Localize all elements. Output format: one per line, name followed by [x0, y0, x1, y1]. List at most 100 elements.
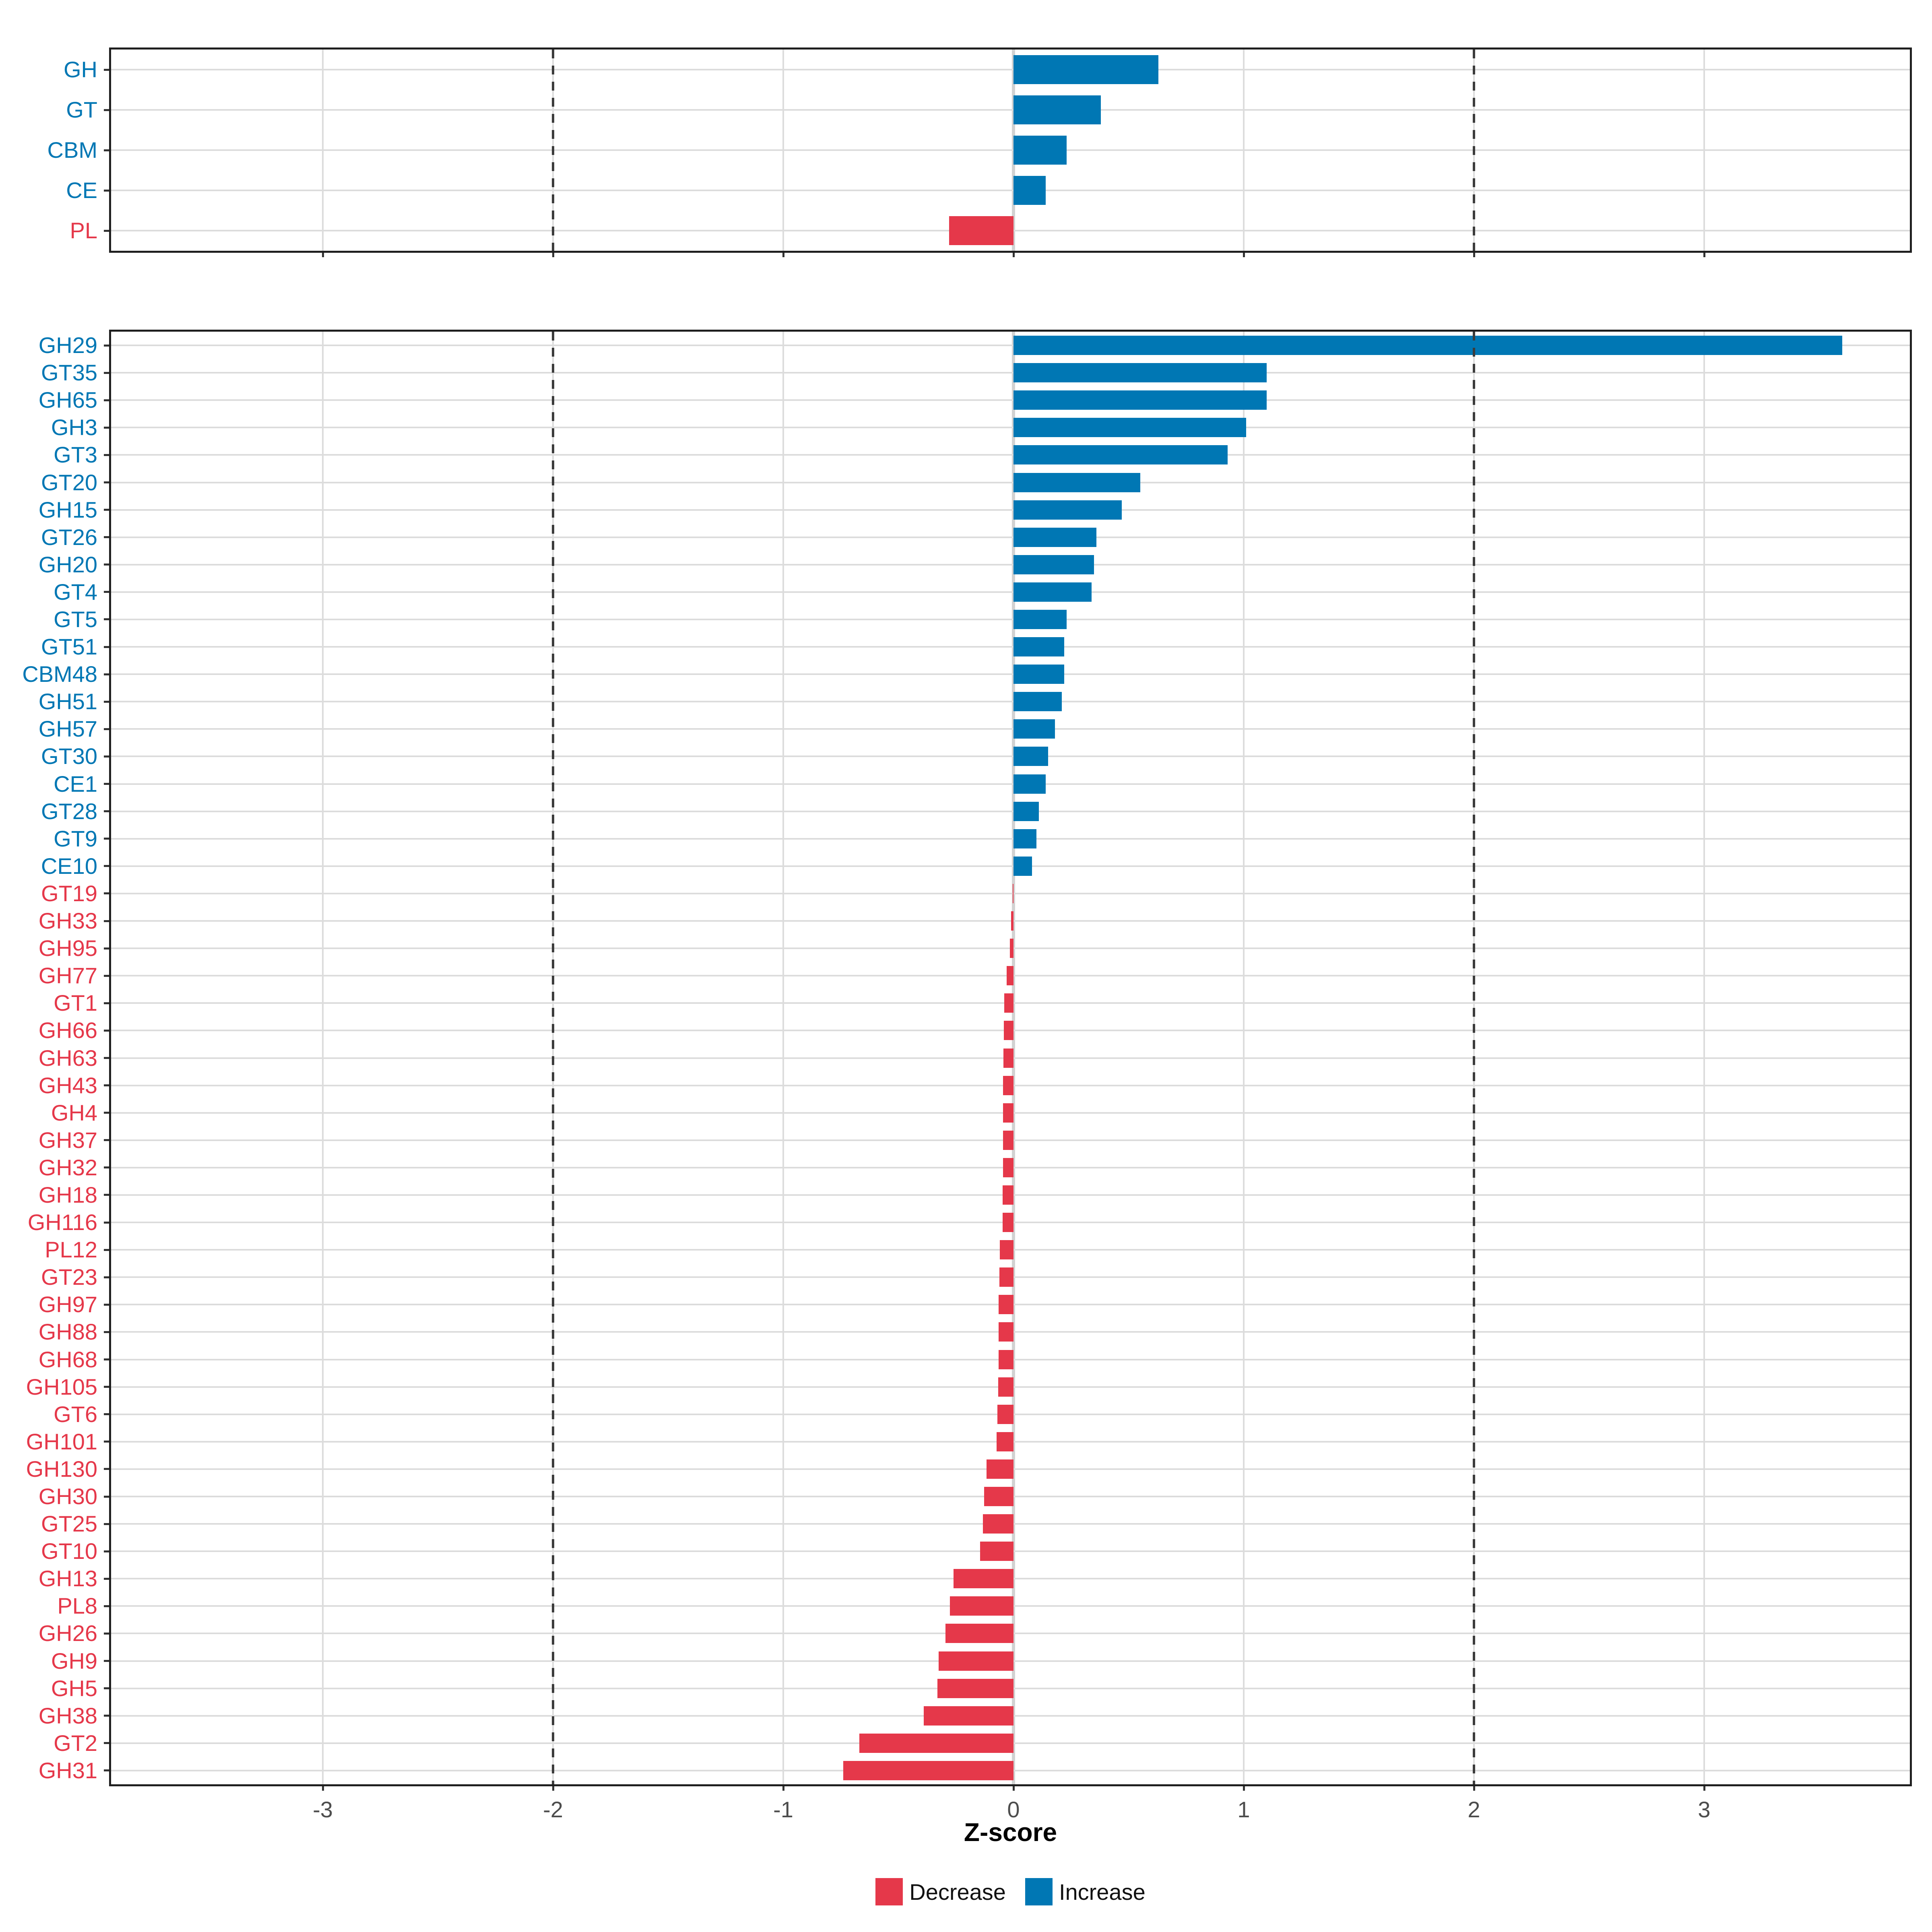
bar-GT20: [1013, 473, 1140, 492]
y-tick-GT5: [104, 618, 110, 621]
category-label-GH95: GH95: [38, 935, 97, 961]
x-tick-1: [1243, 1784, 1245, 1791]
x-tick--3: [322, 1784, 324, 1791]
category-label-GT51: GT51: [41, 634, 97, 660]
x-tick-1: [1243, 251, 1245, 257]
x-tick-label-0: 0: [1007, 1797, 1020, 1822]
category-label-GT20: GT20: [41, 469, 97, 495]
y-tick-CE: [104, 189, 110, 192]
category-label-CE10: CE10: [41, 853, 97, 879]
gridline-row: [111, 591, 1910, 593]
y-tick-GT2: [104, 1742, 110, 1744]
category-label-GT28: GT28: [41, 798, 97, 824]
y-tick-GH37: [104, 1139, 110, 1141]
y-tick-GT: [104, 109, 110, 111]
category-label-GH31: GH31: [38, 1757, 97, 1783]
y-tick-GH: [104, 68, 110, 71]
x-tick-0: [1012, 251, 1015, 257]
legend-swatch-increase: [1025, 1878, 1053, 1905]
bar-GT23: [999, 1267, 1013, 1287]
x-tick--2: [552, 1784, 554, 1791]
x-tick-0: [1012, 1784, 1015, 1791]
category-label-GT6: GT6: [54, 1401, 97, 1427]
dashed-reference-line--2: [552, 332, 554, 1784]
category-label-CBM48: CBM48: [22, 661, 97, 687]
category-label-GH65: GH65: [38, 387, 97, 413]
y-tick-GT19: [104, 892, 110, 895]
y-tick-GH4: [104, 1112, 110, 1114]
bar-GT9: [1013, 829, 1037, 848]
gridline-row: [111, 345, 1910, 347]
bar-GH63: [1003, 1048, 1013, 1068]
gridline-row: [111, 536, 1910, 538]
y-tick-PL12: [104, 1249, 110, 1251]
bar-CE: [1013, 176, 1046, 205]
y-tick-GH9: [104, 1660, 110, 1662]
gridline-row: [111, 427, 1910, 429]
gridline-row: [111, 618, 1910, 620]
bar-PL: [949, 216, 1013, 245]
legend-label: Decrease: [909, 1879, 1006, 1905]
y-tick-GH97: [104, 1303, 110, 1306]
bar-GT30: [1013, 747, 1048, 766]
category-label-GH38: GH38: [38, 1703, 97, 1728]
bar-GH26: [945, 1624, 1013, 1643]
legend-item-decrease: Decrease: [875, 1878, 1006, 1905]
bar-GH51: [1013, 692, 1062, 712]
legend: Decrease Increase: [111, 1874, 1910, 1910]
category-label-GH33: GH33: [38, 908, 97, 934]
category-label-GH4: GH4: [51, 1100, 97, 1125]
bar-GT: [1013, 95, 1101, 124]
bar-GT2: [859, 1733, 1013, 1753]
bar-GH13: [954, 1569, 1013, 1589]
y-tick-GT25: [104, 1523, 110, 1525]
y-tick-GH63: [104, 1057, 110, 1059]
y-tick-GT1: [104, 1002, 110, 1004]
category-label-GT30: GT30: [41, 743, 97, 769]
category-label-GH68: GH68: [38, 1346, 97, 1372]
y-tick-GH30: [104, 1495, 110, 1498]
category-label-GH97: GH97: [38, 1292, 97, 1317]
category-label-GH18: GH18: [38, 1182, 97, 1208]
category-label-GH26: GH26: [38, 1620, 97, 1646]
bar-GH130: [986, 1459, 1013, 1479]
bar-GH77: [1006, 966, 1013, 986]
bar-GH38: [923, 1706, 1013, 1726]
y-tick-GH66: [104, 1029, 110, 1032]
category-label-GH37: GH37: [38, 1127, 97, 1153]
bar-CE10: [1013, 856, 1032, 876]
category-label-GH66: GH66: [38, 1018, 97, 1043]
category-label-GH77: GH77: [38, 963, 97, 989]
panel-enzyme-subfamilies: [109, 330, 1912, 1786]
category-label-GH29: GH29: [38, 332, 97, 358]
y-tick-GH43: [104, 1084, 110, 1087]
gridline-row: [111, 701, 1910, 703]
y-tick-GT10: [104, 1550, 110, 1552]
y-tick-GH29: [104, 344, 110, 347]
x-axis-title: Z-score: [964, 1818, 1057, 1847]
bar-GT10: [980, 1542, 1013, 1561]
bar-GH105: [998, 1377, 1013, 1397]
bar-GH116: [1003, 1213, 1013, 1232]
legend-swatch-decrease: [875, 1878, 903, 1905]
category-label-GH51: GH51: [38, 689, 97, 714]
y-tick-GH18: [104, 1194, 110, 1196]
y-tick-CE10: [104, 865, 110, 867]
bar-GH88: [998, 1322, 1013, 1342]
y-tick-GH15: [104, 509, 110, 511]
gridline-row: [111, 810, 1910, 812]
bar-CE1: [1013, 774, 1046, 794]
category-label-GH130: GH130: [26, 1456, 97, 1482]
bar-GH101: [997, 1432, 1013, 1451]
y-tick-GH88: [104, 1331, 110, 1333]
x-tick--1: [782, 251, 784, 257]
category-label-PL8: PL8: [57, 1593, 97, 1619]
legend-item-increase: Increase: [1025, 1878, 1146, 1905]
x-tick-2: [1473, 1784, 1475, 1791]
gridline-row: [111, 728, 1910, 730]
bar-GT5: [1013, 609, 1067, 629]
gridline-row: [111, 646, 1910, 648]
category-label-PL: PL: [70, 218, 98, 243]
bar-GH4: [1003, 1103, 1013, 1123]
bar-GH30: [984, 1487, 1013, 1506]
